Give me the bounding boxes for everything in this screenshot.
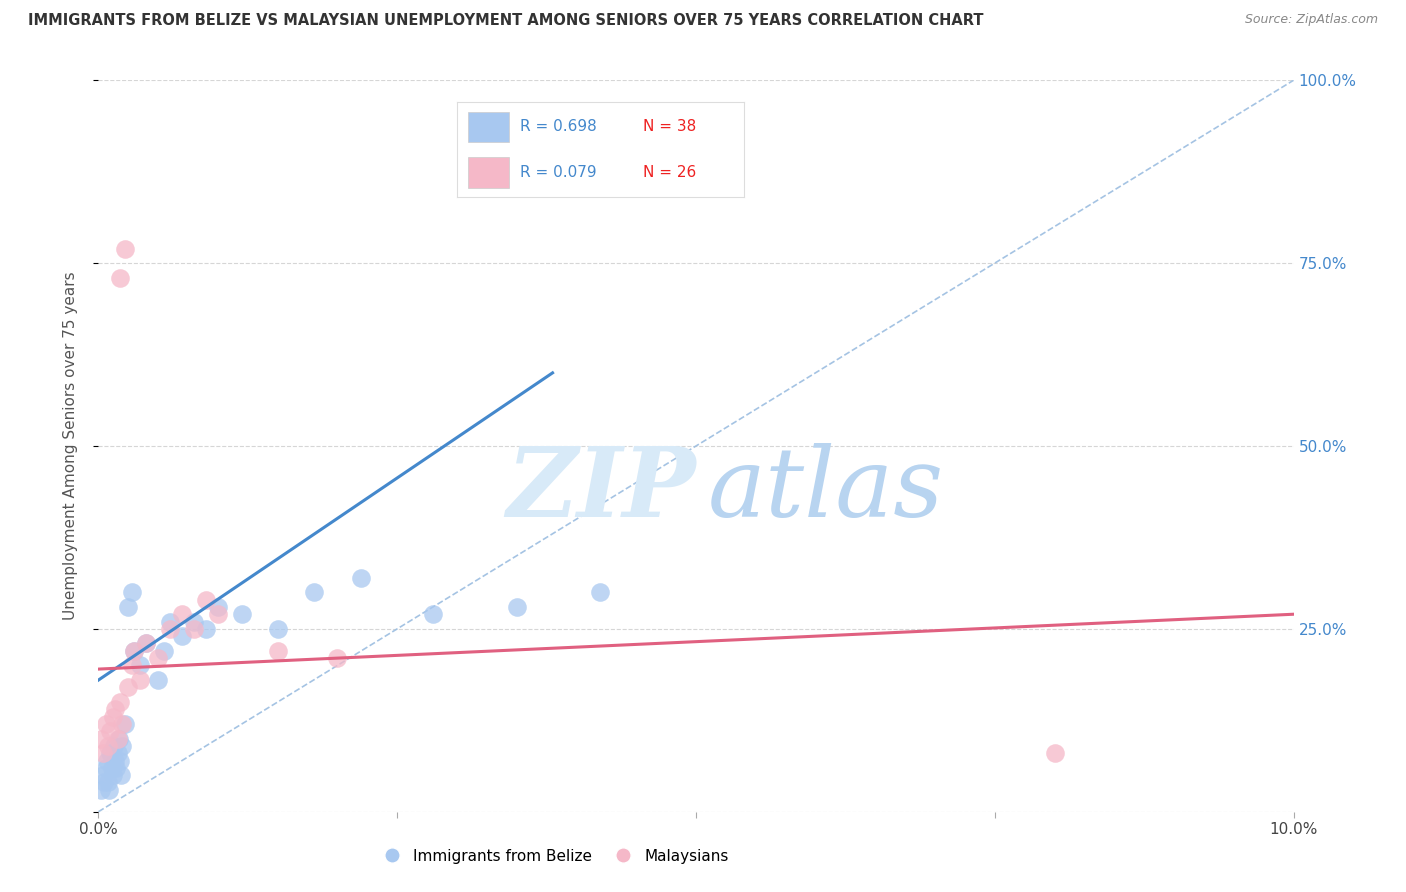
Point <box>350 571 373 585</box>
Text: atlas: atlas <box>709 443 943 537</box>
Point <box>148 673 170 687</box>
Point <box>589 585 612 599</box>
Point <box>107 731 129 746</box>
Point <box>114 717 136 731</box>
Point <box>231 607 253 622</box>
Point <box>94 717 117 731</box>
Legend: Immigrants from Belize, Malaysians: Immigrants from Belize, Malaysians <box>370 843 735 870</box>
Point <box>135 636 157 650</box>
Point <box>110 768 132 782</box>
Point <box>159 615 181 629</box>
Point <box>1043 746 1066 760</box>
Point <box>111 739 134 753</box>
Text: IMMIGRANTS FROM BELIZE VS MALAYSIAN UNEMPLOYMENT AMONG SENIORS OVER 75 YEARS COR: IMMIGRANTS FROM BELIZE VS MALAYSIAN UNEM… <box>28 13 984 29</box>
Point <box>302 585 325 599</box>
Text: Source: ZipAtlas.com: Source: ZipAtlas.com <box>1244 13 1378 27</box>
Point <box>101 768 124 782</box>
Point <box>129 673 152 687</box>
Point <box>101 709 124 723</box>
Point <box>114 242 136 256</box>
Point <box>267 644 290 658</box>
Point <box>97 739 120 753</box>
Point <box>153 644 176 658</box>
Text: ZIP: ZIP <box>506 443 696 537</box>
Point <box>96 754 118 768</box>
Point <box>91 746 114 760</box>
Point <box>93 775 115 789</box>
Point <box>121 658 143 673</box>
Point <box>108 695 131 709</box>
Point <box>108 270 131 285</box>
Point <box>207 607 229 622</box>
Point <box>117 599 139 614</box>
Point <box>124 644 146 658</box>
Point <box>100 746 122 760</box>
Point <box>183 615 205 629</box>
Point <box>129 658 152 673</box>
Point <box>326 651 349 665</box>
Point <box>207 599 229 614</box>
Point <box>121 585 143 599</box>
Point <box>267 622 290 636</box>
Point <box>91 768 114 782</box>
Point <box>183 622 205 636</box>
Point <box>117 681 139 695</box>
Point <box>105 761 128 775</box>
Point <box>90 731 112 746</box>
Point <box>104 754 127 768</box>
Point <box>107 746 129 760</box>
Point <box>172 607 194 622</box>
Point <box>159 622 181 636</box>
Point <box>100 761 122 775</box>
Point <box>111 717 134 731</box>
Point <box>97 775 120 789</box>
Y-axis label: Unemployment Among Seniors over 75 years: Unemployment Among Seniors over 75 years <box>63 272 77 620</box>
Point <box>148 651 170 665</box>
Point <box>135 636 157 650</box>
Point <box>98 782 121 797</box>
Point <box>124 644 146 658</box>
Point <box>94 761 117 775</box>
Point <box>195 592 218 607</box>
Point <box>172 629 194 643</box>
Point <box>107 731 129 746</box>
Point <box>108 754 131 768</box>
Point <box>103 739 125 753</box>
Point <box>195 622 218 636</box>
Point <box>506 599 529 614</box>
Point <box>90 782 112 797</box>
Point <box>422 607 444 622</box>
Point <box>104 702 127 716</box>
Point <box>100 724 122 739</box>
